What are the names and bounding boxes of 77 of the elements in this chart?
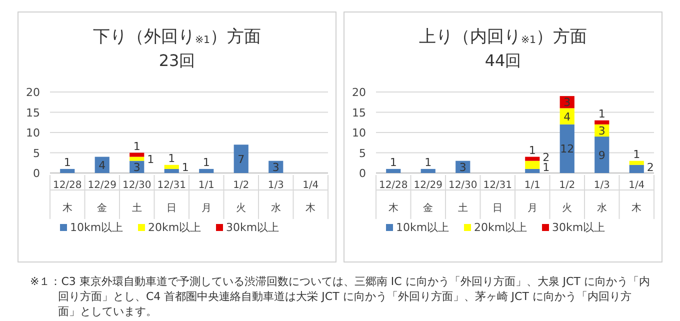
category-label: 12/28 木 [378,180,408,214]
bar [594,120,610,124]
category-label: 1/2 火 [233,180,250,214]
category-label: 12/29 金 [88,180,117,214]
y-tick-label: 15 [26,106,40,120]
bar [525,160,540,169]
bar [420,168,436,173]
y-tick-label: 10 [352,126,366,140]
y-tick-label: 10 [26,126,40,140]
y-tick-label: 20 [352,86,366,99]
text: ※１：C3 東京外環自動車道で予測している渋滞回数については、三郷南 IC に向かう「外回り方面」、大泉 JCT に向かう「内回り方面」とし、C4 首都圏中央連絡自動車道は大栄 JCT に向かう「外回り方面」、茅ヶ崎 JCT に向かう「内回り方面」としています。 [30,274,651,319]
data-label: 1 [147,152,154,166]
category-label: 1/3 水 [594,180,610,214]
data-label: 1 [64,156,71,169]
y-tick-label: 0 [359,167,366,180]
data-label: 2 [646,161,654,174]
legend-label: 10km以上 [396,221,450,234]
data-label: 1 [168,152,176,165]
bar [234,144,248,173]
bar [164,168,179,173]
category-label: 12/30 土 [448,180,478,214]
category-label: 12/31 日 [483,180,512,214]
y-tick-label: 5 [359,146,366,160]
category-label: 12/29 金 [414,180,443,214]
bar [594,136,610,173]
data-label: 4 [564,110,571,124]
bar [629,160,644,165]
data-label: 1 [598,107,606,120]
y-tick-label: 20 [26,86,40,99]
bar [560,124,574,173]
bar [525,168,540,173]
bar [130,152,144,157]
data-label: 2 [542,151,550,164]
legend-label: 20km以上 [474,221,528,234]
category-label: 12/28 木 [52,180,82,214]
y-tick-label: 5 [33,146,40,160]
data-label: 3 [598,124,606,138]
data-label: 4 [98,158,106,172]
data-label: 1 [390,156,397,169]
legend-label: 20km以上 [148,221,202,234]
bar [60,168,75,173]
category-label: 1/1 月 [524,180,540,214]
data-label: 9 [598,148,606,162]
data-label: 1 [542,161,550,174]
bar [130,156,144,161]
data-label: 3 [272,160,280,174]
legend-label: 30km以上 [226,221,280,234]
y-tick-label: 15 [352,106,366,120]
category-label: 12/30 土 [122,180,152,214]
category-label: 1/1 月 [198,180,214,214]
data-label: 7 [238,152,245,166]
legend-label: 10km以上 [70,221,124,234]
data-label: 12 [560,142,574,156]
bar [386,168,401,173]
category-label: 1/4 木 [302,180,319,214]
data-label: 3 [564,96,571,110]
chart-subtitle: 44回 [484,51,522,70]
data-label: 1 [133,140,140,153]
y-tick-label: 0 [33,167,40,180]
bar [164,164,179,169]
data-label: 3 [133,160,140,174]
category-label: 1/3 水 [268,180,284,214]
legend-label: 30km以上 [552,221,606,234]
bar [629,164,644,173]
category-label: 1/4 木 [628,180,645,214]
chart-subtitle: 23回 [158,51,196,70]
data-label: 3 [459,160,466,174]
bar [560,108,574,124]
data-label: 1 [633,148,640,161]
category-label: 12/31 日 [157,180,186,214]
category-label: 1/2 火 [559,180,576,214]
bar [199,168,214,173]
data-label: 1 [202,156,210,169]
data-label: 1 [182,161,189,174]
bar [525,156,540,161]
data-label: 1 [528,144,536,157]
data-label: 1 [424,156,432,169]
